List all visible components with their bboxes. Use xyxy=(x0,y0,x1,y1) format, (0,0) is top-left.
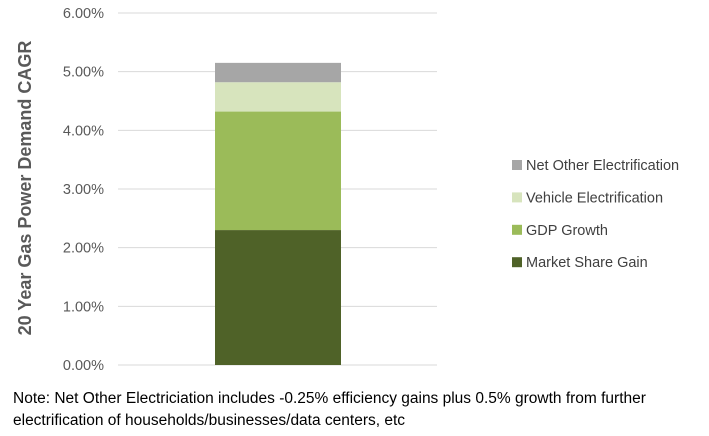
y-tick-label: 1.00% xyxy=(63,299,104,315)
legend-swatch-market-share-gain xyxy=(512,257,522,268)
y-axis-tick-labels: 0.00% 1.00% 2.00% 3.00% 4.00% 5.00% 6.00% xyxy=(63,6,104,374)
legend-swatch-vehicle-electrification xyxy=(512,192,522,203)
legend-label-net-other-electrification: Net Other Electrification xyxy=(526,158,679,174)
bar-segments xyxy=(215,62,341,365)
y-tick-label: 3.00% xyxy=(63,182,104,198)
footnote-line-1: Note: Net Other Electriciation includes … xyxy=(13,390,646,407)
legend-label-gdp-growth: GDP Growth xyxy=(526,223,608,239)
y-tick-label: 2.00% xyxy=(63,241,104,257)
y-tick-label: 6.00% xyxy=(63,6,104,22)
legend-label-vehicle-electrification: Vehicle Electrification xyxy=(526,190,663,206)
legend-swatch-gdp-growth xyxy=(512,224,522,235)
bar-segment-market-share-gain xyxy=(215,230,341,365)
footnote-line-2: electrification of households/businesses… xyxy=(13,412,406,429)
y-tick-label: 5.00% xyxy=(63,65,104,81)
legend-swatch-net-other-electrification xyxy=(512,160,522,170)
bar-segment-vehicle-electrification xyxy=(215,82,341,112)
bar-segment-net-other-electrification xyxy=(215,62,341,83)
y-tick-label: 4.00% xyxy=(63,123,104,139)
legend: Net Other Electrification Vehicle Electri… xyxy=(512,158,679,271)
legend-label-market-share-gain: Market Share Gain xyxy=(526,255,648,271)
bar-segment-gdp-growth xyxy=(215,111,341,231)
footnote: Note: Net Other Electriciation includes … xyxy=(13,388,703,432)
stacked-bar-chart: 0.00% 1.00% 2.00% 3.00% 4.00% 5.00% 6.00% 20 Y… xyxy=(15,6,679,374)
y-axis-title: 20 Year Gas Power Demand CAGR xyxy=(15,41,35,336)
y-tick-label: 0.00% xyxy=(63,358,104,374)
